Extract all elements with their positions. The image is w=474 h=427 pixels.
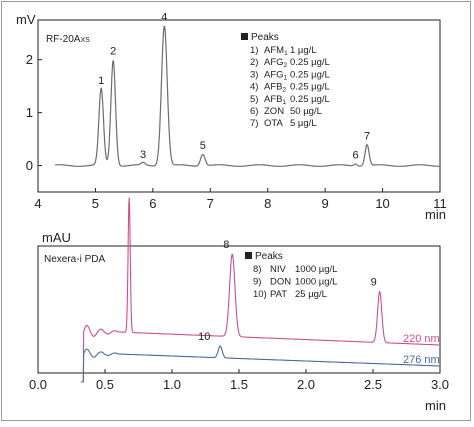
peak-label-3: 3 — [140, 149, 146, 161]
legend-conc-a: 0.25 µg/L — [290, 57, 330, 68]
y-tick-label-a: 0 — [26, 158, 33, 173]
legend-name-a: AFM1 — [264, 45, 288, 57]
x-tick-label-a: 7 — [207, 196, 214, 211]
chromatogram-figure: 4 5 6 7 8 9 10 11012mVminRF-20AXS1234567Peaks1)… — [16, 11, 449, 413]
legend-title-b: Peaks — [255, 251, 283, 262]
x-axis-label-a: min — [425, 207, 446, 222]
legend-name-a-sub: 2 — [282, 87, 286, 94]
series-line-a — [55, 25, 440, 167]
legend-name-a-sub: 1 — [284, 74, 288, 81]
peak-label-2: 2 — [110, 46, 116, 58]
legend-name-a: AFB1 — [264, 94, 286, 106]
legend-conc-a: 0.25 µg/L — [290, 69, 330, 80]
y-tick-label-a: 2 — [26, 52, 33, 67]
legend-conc-a: 1 µg/L — [290, 45, 317, 56]
legend-name-a: AFB2 — [264, 82, 286, 94]
legend-name-a-sub: 1 — [282, 99, 286, 106]
y-axis-label-b: mAU — [42, 230, 71, 245]
peak-label-1: 1 — [98, 75, 104, 87]
legend-no-b: 9) — [253, 277, 261, 288]
legend-marker-a — [241, 33, 248, 40]
legend-name-b: NIV — [270, 264, 287, 275]
figure-frame: 4 5 6 7 8 9 10 11 0 1 2 mV min RF-20AXS 1 2 3 4 5 6 7 Peaks 1)… — [1, 1, 471, 421]
legend-no-a: 5) — [250, 94, 258, 105]
series-label-276nm: 276 nm — [403, 354, 440, 366]
legend-name-b: DON — [270, 277, 291, 288]
legend-no-a: 3) — [250, 69, 258, 80]
legend-no-a: 6) — [250, 106, 258, 117]
series-line-276-nm — [80, 345, 440, 383]
x-tick-label-a: 6 — [149, 196, 156, 211]
x-tick-label-b: 0.5 — [96, 377, 114, 392]
x-tick-label-b: 1.0 — [163, 377, 181, 392]
legend-conc-b: 1000 µg/L — [295, 277, 337, 288]
legend-conc-a: 0.25 µg/L — [290, 82, 330, 93]
x-tick-label-b: 3.0 — [431, 377, 449, 392]
peak-label-8: 8 — [223, 239, 229, 251]
x-axis-label-b: min — [425, 398, 446, 413]
x-tick-label-a: 4 — [34, 196, 41, 211]
legend-name-a: ZON — [264, 106, 284, 117]
detector-label-b: Nexera-i PDA — [44, 254, 105, 265]
x-tick-label-b: 1.5 — [230, 377, 248, 392]
legend-name-a: AFG2 — [264, 57, 288, 69]
y-tick-label-a: 1 — [26, 105, 33, 120]
legend-conc-a: 0.25 µg/L — [290, 94, 330, 105]
x-tick-label-a: 5 — [92, 196, 99, 211]
legend-conc-b: 25 µg/L — [295, 289, 327, 300]
legend-no-a: 2) — [250, 57, 258, 68]
x-tick-label-a: 11 — [433, 196, 447, 211]
legend-conc-a: 5 µg/L — [290, 118, 317, 129]
peak-label-5: 5 — [200, 140, 206, 152]
x-tick-label-b: 0.0 — [29, 377, 47, 392]
legend-no-a: 7) — [250, 118, 258, 129]
y-axis-label-a: mV — [16, 12, 36, 27]
series-label-220nm: 220 nm — [403, 333, 440, 345]
legend-name-b: PAT — [270, 289, 287, 300]
x-tick-label-b: 2.0 — [297, 377, 315, 392]
plot-a-area — [37, 19, 441, 193]
legend-name-a-sub: 2 — [284, 62, 288, 69]
detector-label-a-sub: XS — [80, 37, 90, 44]
legend-title-a: Peaks — [251, 32, 279, 43]
x-tick-label-b: 2.5 — [364, 377, 382, 392]
legend-no-b: 8) — [253, 264, 261, 275]
x-tick-label-a: 9 — [322, 196, 329, 211]
x-tick-label-a: 10 — [375, 196, 389, 211]
legend-name-a: AFG1 — [264, 69, 288, 81]
legend-marker-b — [245, 252, 252, 259]
peak-label-7: 7 — [364, 130, 370, 142]
legend-conc-a: 50 µg/L — [290, 106, 322, 117]
legend-no-a: 1) — [250, 45, 258, 56]
peak-label-9: 9 — [371, 277, 377, 289]
legend-conc-b: 1000 µg/L — [295, 264, 337, 275]
peak-label-6: 6 — [353, 149, 359, 161]
peak-label-10: 10 — [198, 331, 210, 343]
x-tick-label-a: 8 — [264, 196, 271, 211]
series-line-220-nm — [80, 197, 440, 383]
legend-name-a: OTA — [264, 118, 283, 129]
detector-label-a: RF-20AXS — [46, 34, 90, 45]
legend-no-b: 10) — [253, 289, 267, 300]
legend-no-a: 4) — [250, 82, 258, 93]
peak-label-4: 4 — [161, 11, 167, 23]
legend-name-a-sub: 1 — [284, 50, 288, 57]
